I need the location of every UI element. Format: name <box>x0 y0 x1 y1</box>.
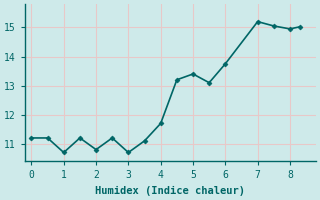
X-axis label: Humidex (Indice chaleur): Humidex (Indice chaleur) <box>95 186 245 196</box>
